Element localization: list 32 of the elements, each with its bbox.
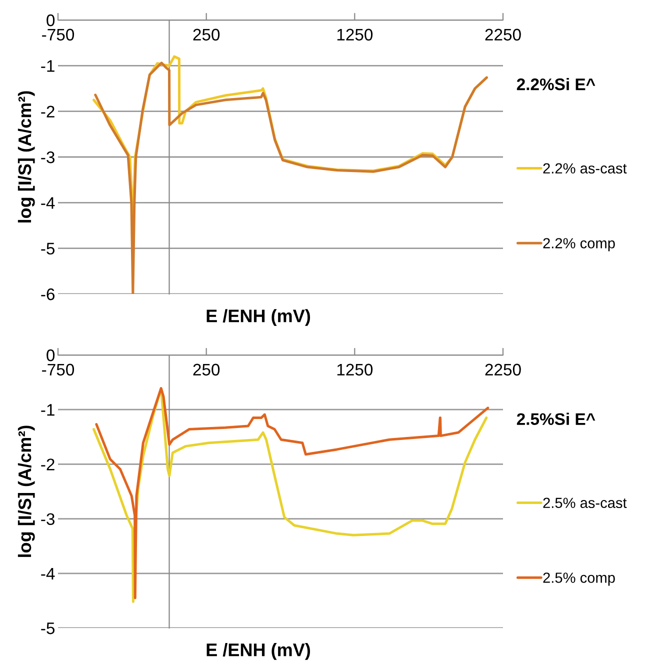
legend-label: 2.5% as-cast [543,498,627,508]
y-axis-title: log [I/S] (A/cm²) [18,91,35,222]
x-tick-label: 1250 [337,28,373,41]
x-tick-label: 2250 [485,364,521,376]
y-tick-label: -5 [41,242,55,255]
y-tick-label: -5 [41,622,55,634]
y-tick-label: -4 [41,568,55,580]
text: 2.5%Si E^ [516,412,596,425]
y-tick-label: 0 [46,14,55,26]
legend-label: 2.2% comp [543,238,615,252]
x-axis-title: E /ENH (mV) [206,643,310,660]
x-tick-label: 1250 [337,364,373,376]
x-tick-label: -750 [42,364,74,376]
x-tick-label: 250 [193,28,220,41]
y-tick-label: 0 [46,349,55,362]
y-tick-label: -4 [41,197,55,209]
x-axis-title: E /ENH (mV) [206,309,310,326]
y-tick-label: -3 [41,513,54,526]
text: 2.2%Si E^ [516,78,596,90]
x-tick-label: 2250 [485,28,521,41]
y-tick-label: -6 [41,288,54,300]
y-tick-label: -1 [41,60,54,72]
y-axis-title: log [I/S] (A/cm²) [18,426,35,557]
y-tick-label: -2 [41,458,54,470]
legend-label: 2.2% as-cast [543,163,627,174]
legend-label: 2.5% comp [543,572,615,586]
line-series [94,62,488,294]
y-tick-label: -1 [41,404,54,416]
y-tick-label: -3 [41,151,54,164]
x-tick-label: -750 [42,28,74,41]
y-tick-label: -2 [41,106,54,118]
x-tick-label: 250 [193,364,220,376]
